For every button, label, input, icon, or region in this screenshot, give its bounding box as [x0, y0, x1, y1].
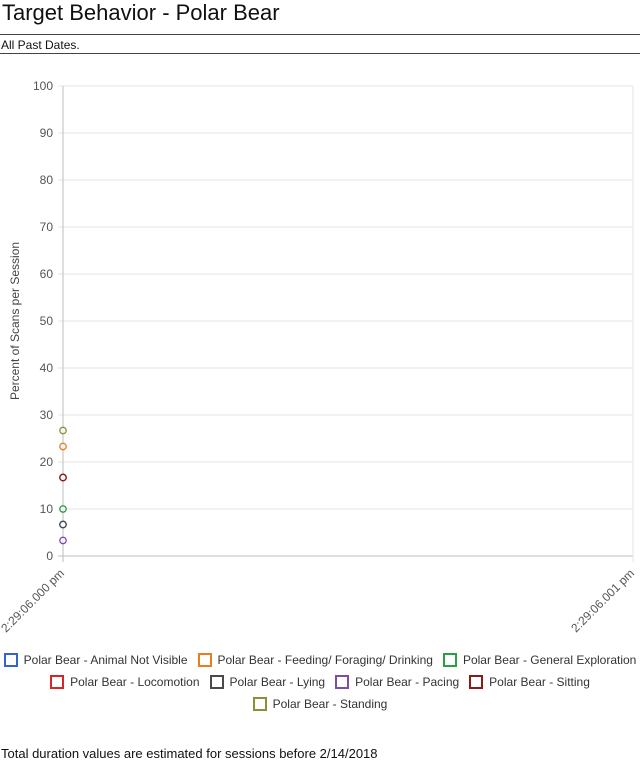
legend-swatch: [335, 675, 350, 689]
legend-item[interactable]: Polar Bear - Sitting: [469, 675, 590, 689]
legend-swatch: [3, 653, 18, 667]
y-tick-label: 50: [40, 314, 54, 328]
x-tick-label: 2:29:06.001 pm: [568, 566, 637, 635]
legend-label: Polar Bear - Pacing: [355, 675, 460, 689]
legend-item[interactable]: Polar Bear - General Exploration: [442, 653, 637, 667]
y-tick-label: 100: [33, 79, 53, 93]
legend-swatch: [442, 653, 457, 667]
data-point: [59, 536, 67, 545]
y-tick-label: 40: [40, 361, 54, 375]
legend-item[interactable]: Polar Bear - Standing: [252, 697, 388, 711]
title-divider: [0, 34, 640, 35]
data-point: [59, 442, 67, 451]
y-tick-label: 60: [40, 267, 54, 281]
legend-swatch: [469, 675, 484, 689]
y-tick-label: 90: [40, 126, 54, 140]
legend-label: Polar Bear - Sitting: [489, 675, 590, 689]
data-point: [59, 520, 67, 529]
legend-item[interactable]: Polar Bear - Pacing: [335, 675, 459, 689]
legend-label: Polar Bear - Feeding/ Foraging/ Drinking: [217, 653, 433, 667]
legend-label: Polar Bear - Standing: [272, 697, 388, 711]
legend-swatch: [252, 697, 267, 711]
legend-swatch: [50, 675, 65, 689]
legend-row-3: Polar Bear - Standing: [0, 697, 640, 711]
date-range-label: All Past Dates.: [1, 38, 80, 52]
y-tick-label: 0: [46, 549, 53, 563]
legend-swatch: [209, 675, 224, 689]
legend-item[interactable]: Polar Bear - Lying: [209, 675, 326, 689]
y-tick-label: 20: [40, 455, 54, 469]
legend-item[interactable]: Polar Bear - Locomotion: [50, 675, 200, 689]
y-tick-label: 70: [40, 220, 54, 234]
footnote: Total duration values are estimated for …: [1, 746, 378, 761]
data-point: [59, 473, 67, 482]
data-point: [59, 426, 67, 435]
legend-item[interactable]: Polar Bear - Feeding/ Foraging/ Drinking: [197, 653, 433, 667]
x-tick-label: 2:29:06.000 pm: [0, 566, 67, 635]
y-tick-label: 80: [40, 173, 54, 187]
y-axis-label: Percent of Scans per Session: [8, 242, 22, 400]
subtitle-divider: [0, 53, 640, 54]
legend-swatch: [197, 653, 212, 667]
behavior-chart: 0 10 20 30 40 50 60 70 80 90 100 2:29:06.000 pm 2:29…: [0, 79, 637, 635]
legend-label: Polar Bear - Locomotion: [70, 675, 200, 689]
legend-label: Polar Bear - Lying: [229, 675, 326, 689]
y-tick-label: 10: [40, 502, 54, 516]
legend-label: Polar Bear - General Exploration: [462, 653, 637, 667]
legend-row-2: Polar Bear - Locomotion Polar Bear - Lyin…: [0, 675, 640, 689]
y-tick-label: 30: [40, 408, 54, 422]
data-point: [59, 505, 67, 513]
page-title: Target Behavior - Polar Bear: [2, 0, 280, 25]
legend-row-1: Polar Bear - Animal Not Visible Polar Bea…: [0, 653, 640, 667]
legend-item[interactable]: Polar Bear - Animal Not Visible: [3, 653, 188, 667]
legend-label: Polar Bear - Animal Not Visible: [23, 653, 188, 667]
